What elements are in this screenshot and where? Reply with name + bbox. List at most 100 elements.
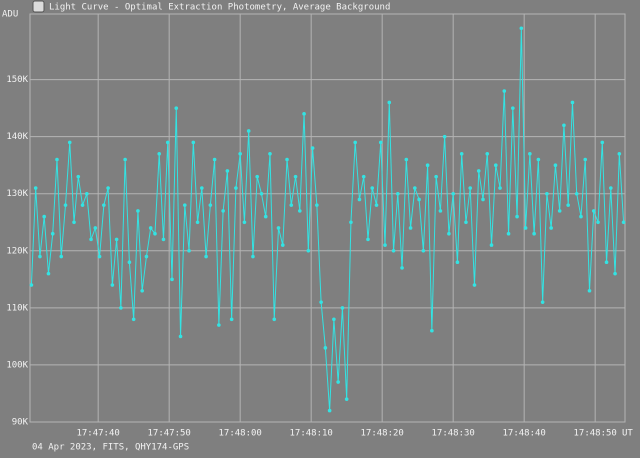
data-point bbox=[370, 186, 375, 190]
data-point bbox=[408, 226, 413, 230]
data-point bbox=[383, 243, 387, 247]
data-point bbox=[400, 266, 404, 270]
data-point bbox=[447, 231, 451, 236]
data-point bbox=[323, 346, 328, 350]
data-point bbox=[234, 186, 238, 190]
data-point bbox=[528, 152, 532, 156]
data-point bbox=[225, 169, 230, 173]
window-title: Light Curve - Optimal Extraction Photome… bbox=[49, 3, 390, 13]
data-point bbox=[251, 254, 255, 259]
data-point bbox=[336, 380, 340, 384]
data-point bbox=[476, 169, 481, 173]
data-point bbox=[89, 237, 93, 242]
data-point bbox=[259, 191, 264, 196]
data-point bbox=[97, 254, 102, 259]
data-point bbox=[38, 254, 42, 259]
data-point bbox=[310, 146, 315, 150]
data-point bbox=[574, 191, 579, 196]
data-point bbox=[76, 174, 81, 179]
data-point bbox=[451, 191, 455, 196]
data-point bbox=[455, 260, 460, 265]
data-point bbox=[395, 191, 400, 196]
data-point bbox=[591, 209, 596, 213]
data-point bbox=[93, 226, 98, 230]
footer: 04 Apr 2023, FITS, QHY174-GPS bbox=[32, 443, 189, 453]
data-point bbox=[442, 134, 447, 139]
data-point bbox=[353, 140, 357, 145]
data-point bbox=[174, 106, 179, 110]
data-point bbox=[438, 209, 443, 213]
data-point bbox=[391, 249, 396, 253]
data-point bbox=[157, 152, 162, 156]
data-point bbox=[293, 174, 298, 179]
data-point bbox=[208, 203, 213, 207]
data-point bbox=[472, 283, 477, 287]
y-tick-label: 140K bbox=[6, 132, 28, 142]
data-point bbox=[583, 157, 588, 162]
data-point bbox=[217, 323, 221, 327]
data-point bbox=[191, 140, 196, 145]
data-point bbox=[255, 174, 260, 179]
data-point bbox=[315, 203, 319, 207]
data-point bbox=[540, 300, 545, 304]
data-point bbox=[242, 220, 247, 225]
data-point bbox=[570, 100, 575, 105]
data-point bbox=[404, 157, 409, 162]
data-point bbox=[67, 140, 72, 145]
app-icon[interactable] bbox=[32, 0, 45, 13]
data-point bbox=[349, 220, 353, 225]
data-point bbox=[140, 288, 144, 293]
data-point bbox=[485, 152, 490, 156]
data-point bbox=[374, 203, 379, 207]
data-point bbox=[42, 214, 47, 219]
y-tick-label: 90K bbox=[12, 418, 29, 428]
data-point bbox=[340, 306, 345, 310]
data-point bbox=[596, 220, 600, 225]
data-point bbox=[387, 100, 392, 105]
data-point bbox=[319, 300, 323, 304]
data-point bbox=[357, 197, 362, 202]
data-point bbox=[549, 226, 553, 230]
data-point bbox=[110, 283, 115, 287]
data-point bbox=[33, 186, 38, 190]
data-point bbox=[430, 328, 434, 333]
data-point bbox=[127, 260, 132, 265]
y-tick-label: 120K bbox=[6, 246, 28, 256]
data-point bbox=[545, 191, 549, 196]
data-point bbox=[85, 191, 89, 196]
data-point bbox=[523, 226, 528, 230]
data-point bbox=[617, 152, 622, 156]
data-point bbox=[306, 249, 311, 253]
x-tick-label: 17:48:00 bbox=[218, 429, 261, 439]
data-point bbox=[80, 203, 85, 207]
data-point bbox=[604, 260, 609, 265]
data-point bbox=[29, 283, 34, 287]
data-point bbox=[280, 243, 285, 247]
data-point bbox=[464, 220, 468, 225]
data-point bbox=[506, 231, 511, 236]
data-point bbox=[332, 317, 336, 322]
data-point bbox=[246, 129, 251, 133]
data-point bbox=[263, 214, 268, 219]
y-tick-label: 130K bbox=[6, 189, 28, 199]
data-point bbox=[187, 249, 191, 253]
data-point bbox=[153, 231, 157, 236]
data-point bbox=[421, 249, 426, 253]
data-point bbox=[195, 220, 200, 225]
data-point bbox=[434, 174, 438, 179]
x-tick-label: 17:48:40 bbox=[502, 429, 545, 439]
data-point bbox=[562, 123, 566, 128]
data-point bbox=[302, 112, 306, 116]
data-point bbox=[417, 197, 421, 202]
y-tick-label: 110K bbox=[6, 303, 28, 313]
data-point bbox=[289, 203, 294, 207]
data-point bbox=[361, 174, 366, 179]
data-point bbox=[102, 203, 106, 207]
data-point bbox=[131, 317, 136, 322]
data-point bbox=[148, 226, 153, 230]
data-point bbox=[204, 254, 208, 259]
data-point bbox=[536, 157, 541, 162]
data-point bbox=[600, 140, 605, 145]
data-point bbox=[498, 186, 502, 190]
